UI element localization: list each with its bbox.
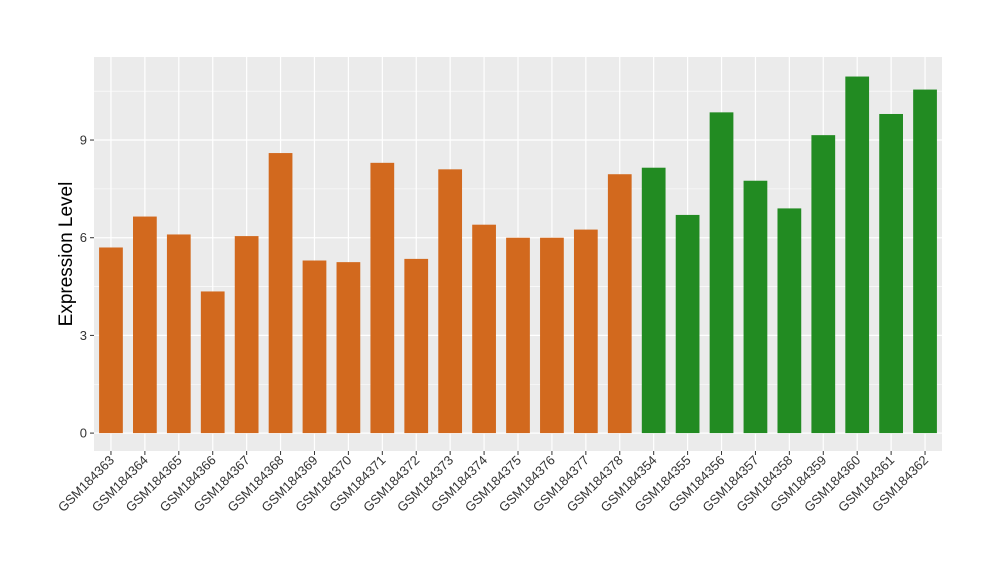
- y-tick-label: 6: [80, 230, 87, 245]
- bar-GSM184369: [302, 260, 327, 434]
- bar-GSM184358: [777, 208, 802, 434]
- bar-GSM184355: [675, 214, 700, 434]
- bar-GSM184356: [709, 112, 734, 434]
- bar-GSM184370: [336, 262, 361, 434]
- bars: [99, 76, 937, 434]
- y-tick-label: 3: [80, 328, 87, 343]
- bar-GSM184362: [913, 89, 937, 434]
- bar-GSM184376: [540, 237, 564, 434]
- y-tick-label: 9: [80, 133, 87, 148]
- bar-GSM184364: [133, 216, 157, 434]
- bar-GSM184371: [370, 162, 395, 434]
- bar-GSM184377: [573, 229, 598, 434]
- bar-GSM184354: [641, 167, 666, 434]
- bar-GSM184375: [506, 237, 530, 434]
- y-tick-label: 0: [80, 426, 87, 441]
- bar-GSM184359: [811, 135, 836, 434]
- bar-GSM184361: [879, 113, 903, 434]
- bar-GSM184365: [166, 234, 191, 434]
- bar-GSM184372: [404, 258, 429, 434]
- bar-GSM184360: [845, 76, 870, 434]
- bar-GSM184378: [607, 174, 632, 434]
- bar-GSM184363: [99, 247, 123, 434]
- bar-GSM184357: [743, 180, 768, 434]
- bar-GSM184373: [438, 169, 463, 434]
- bar-GSM184366: [200, 291, 225, 434]
- bar-GSM184374: [472, 224, 496, 434]
- bar-GSM184367: [234, 236, 259, 434]
- bar-GSM184368: [268, 153, 293, 434]
- x-axis: GSM184363GSM184364GSM184365GSM184366GSM1…: [55, 451, 931, 515]
- y-axis: 0 3 6 9: [80, 133, 94, 441]
- y-axis-title: Expression Level: [56, 182, 77, 327]
